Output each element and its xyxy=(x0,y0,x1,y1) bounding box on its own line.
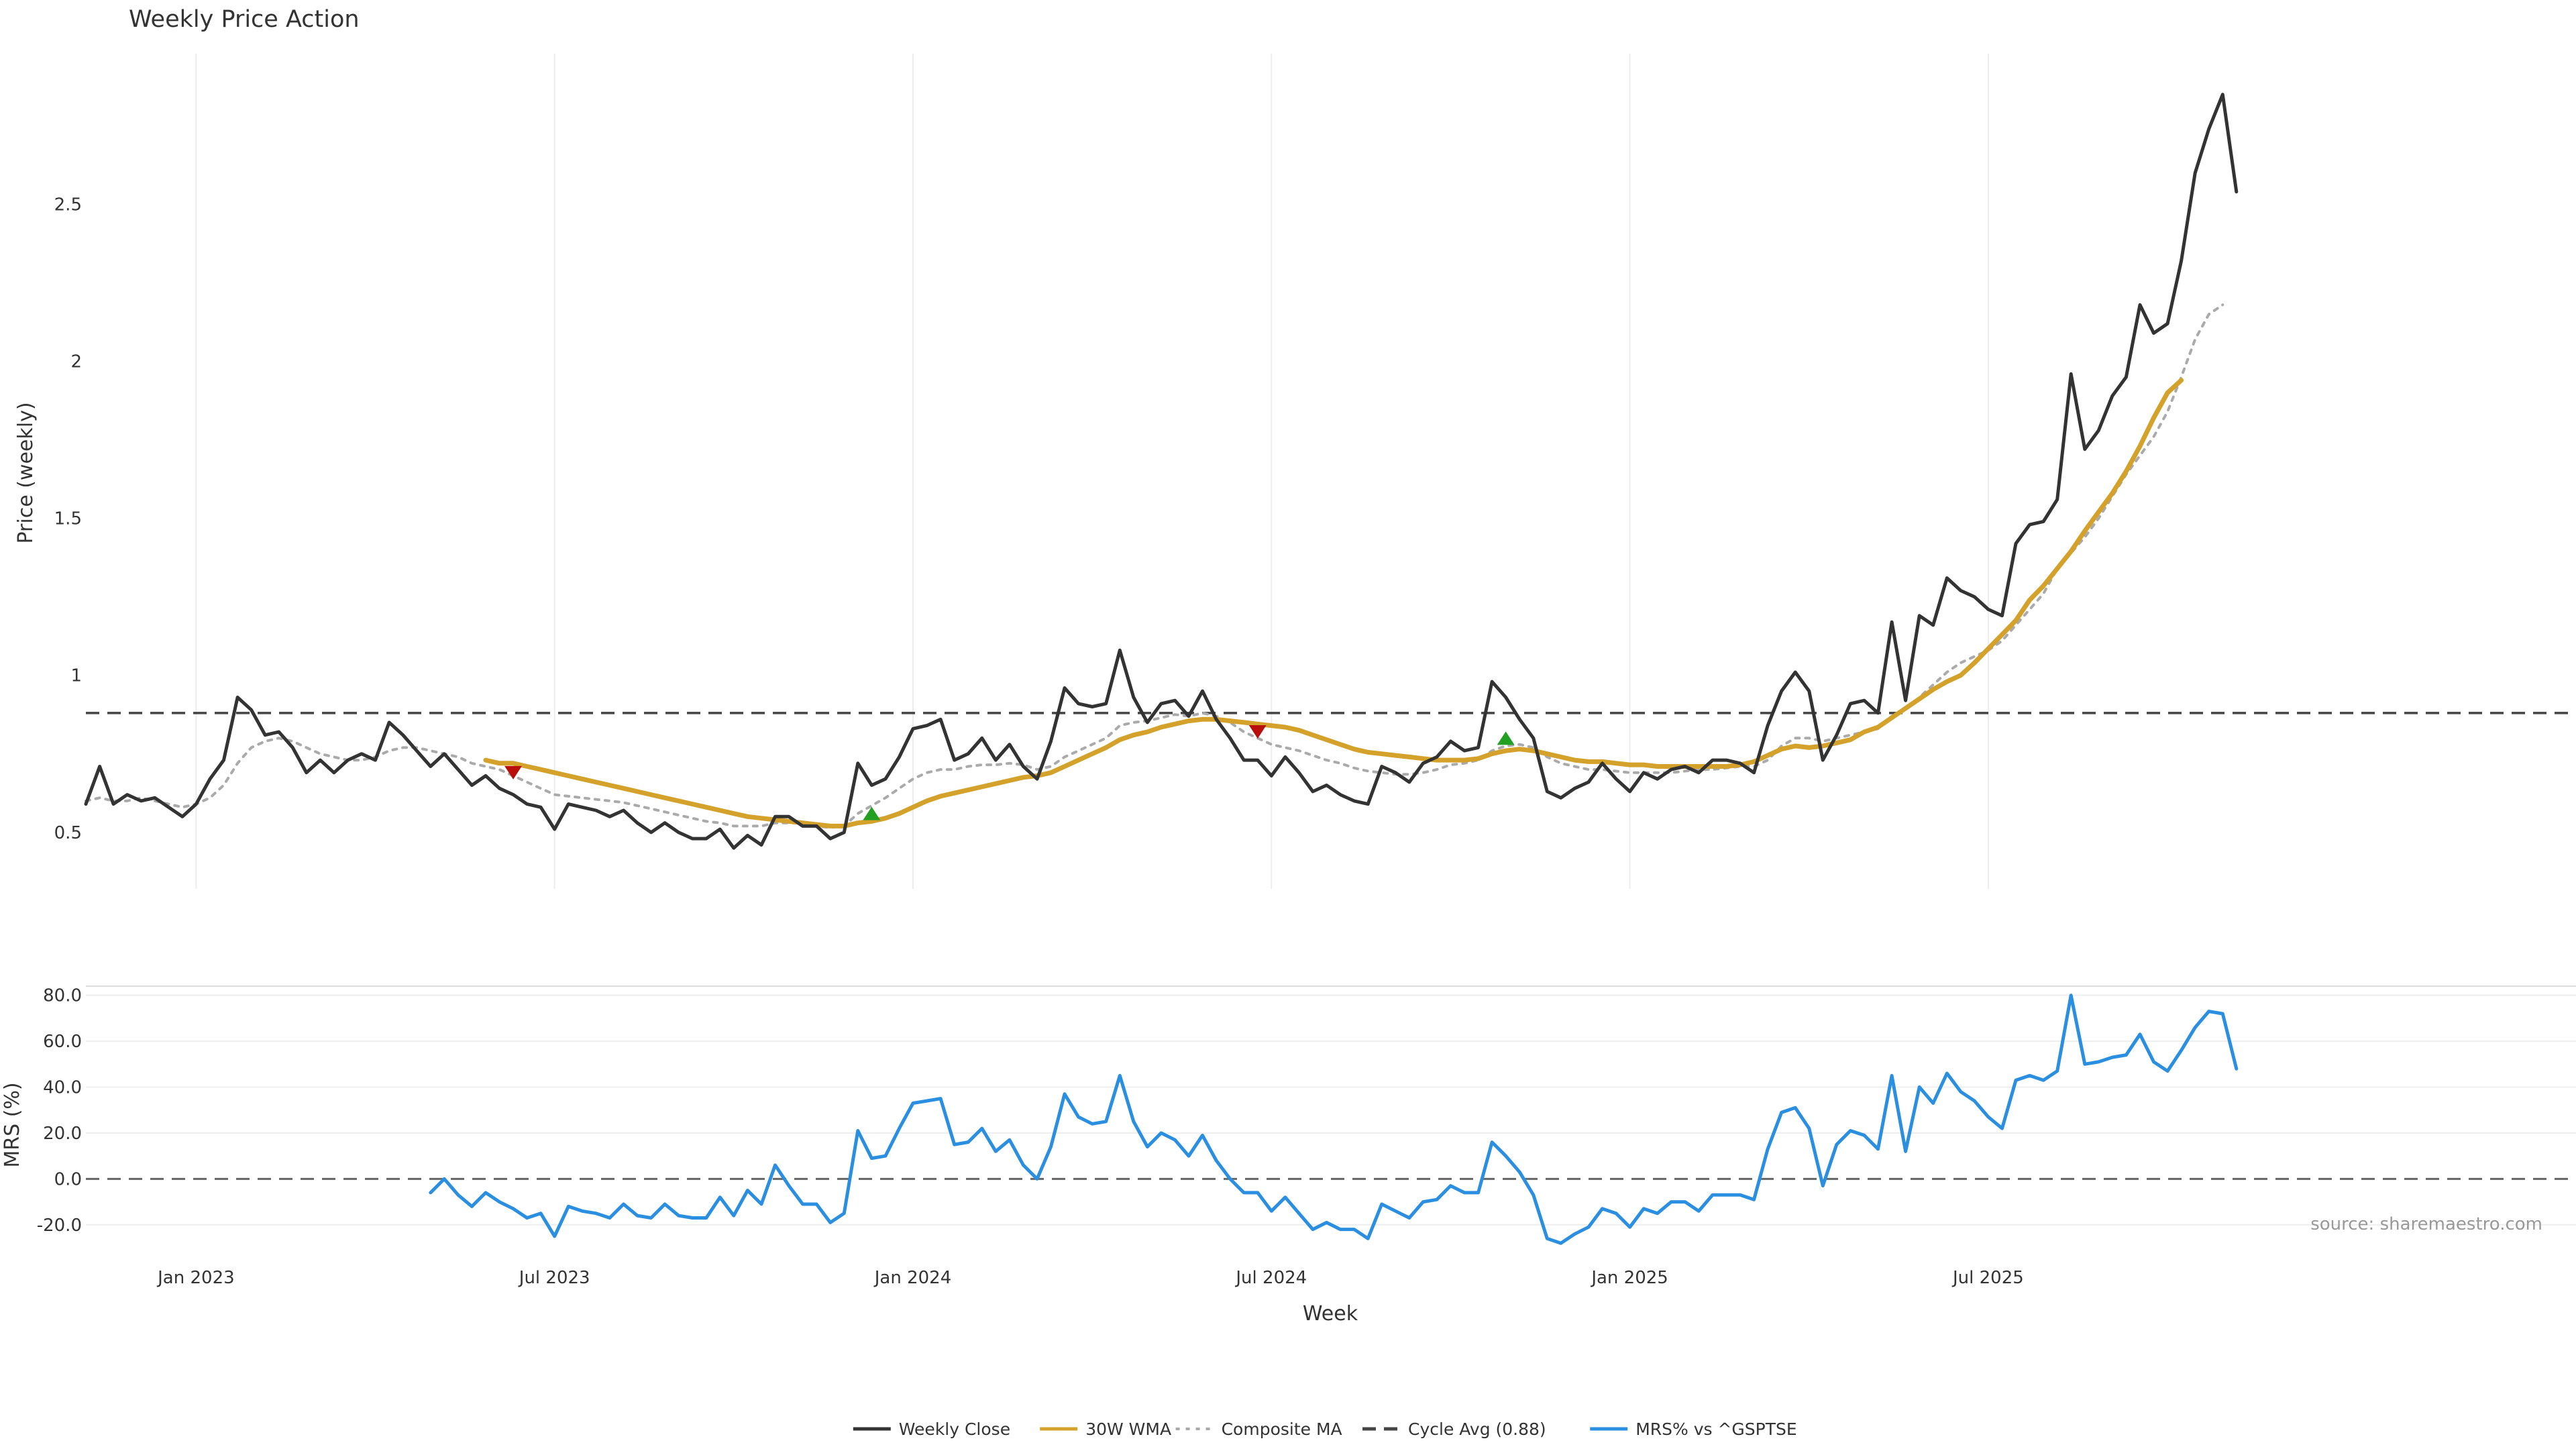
mrs-y-tick-label: 80.0 xyxy=(43,986,82,1006)
legend-item: MRS% vs ^GSPTSE xyxy=(1590,1419,1797,1439)
price-y-axis-label: Price (weekly) xyxy=(14,402,38,543)
x-tick-label: Jul 2025 xyxy=(1951,1268,2024,1288)
chart-title: Weekly Price Action xyxy=(129,6,360,33)
price-y-tick-label: 1.5 xyxy=(54,509,82,529)
buy-signal-marker xyxy=(863,806,881,820)
price-y-tick-label: 2 xyxy=(70,352,82,372)
legend-item: Weekly Close xyxy=(853,1419,1010,1439)
legend-item: Composite MA xyxy=(1175,1419,1342,1439)
source-note: source: sharemaestro.com xyxy=(2310,1214,2542,1234)
mrs-y-axis-label: MRS (%) xyxy=(1,1082,24,1167)
x-axis-label: Week xyxy=(1303,1302,1358,1326)
legend-label: Composite MA xyxy=(1222,1419,1342,1439)
x-tick-label: Jan 2024 xyxy=(873,1268,952,1288)
price-y-tick-label: 1 xyxy=(70,666,82,686)
buy-signal-marker xyxy=(1497,731,1515,745)
x-axis-ticks: Jan 2023 Jul 2023 Jan 2024 Jul 2024 Jan 2025… xyxy=(156,1268,2024,1288)
legend-label: Cycle Avg (0.88) xyxy=(1408,1419,1546,1439)
mrs-y-axis: -20.0 0.0 20.0 40.0 60.0 80.0 xyxy=(37,986,82,1236)
weekly-close-line xyxy=(84,93,2239,850)
mrs-y-tick-label: 40.0 xyxy=(43,1078,82,1098)
price-series xyxy=(84,93,2239,850)
x-tick-label: Jul 2023 xyxy=(518,1268,590,1288)
price-y-axis: 0.5 1 1.5 2 2.5 xyxy=(54,195,82,843)
30w-wma-line xyxy=(483,378,2184,828)
sell-signal-marker xyxy=(1248,724,1267,739)
x-tick-label: Jan 2023 xyxy=(156,1268,235,1288)
price-y-tick-label: 0.5 xyxy=(54,823,82,843)
mrs-y-tick-label: 0.0 xyxy=(54,1169,82,1189)
x-tick-label: Jan 2025 xyxy=(1590,1268,1668,1288)
price-panel-grid xyxy=(195,54,1989,889)
mrs-y-tick-label: -20.0 xyxy=(37,1216,82,1236)
x-tick-label: Jul 2024 xyxy=(1234,1268,1307,1288)
legend: Weekly Close 30W WMA Composite MA Cycle Avg… xyxy=(853,1419,1797,1439)
price-y-tick-label: 2.5 xyxy=(54,195,82,215)
legend-label: 30W WMA xyxy=(1085,1419,1171,1439)
mrs-vs-gsptse-line xyxy=(429,994,2239,1245)
legend-item: 30W WMA xyxy=(1040,1419,1171,1439)
sell-signal-marker xyxy=(504,765,523,780)
legend-item: Cycle Avg (0.88) xyxy=(1362,1419,1546,1439)
legend-label: MRS% vs ^GSPTSE xyxy=(1635,1419,1796,1439)
legend-label: Weekly Close xyxy=(899,1419,1010,1439)
mrs-series xyxy=(429,994,2239,1245)
mrs-y-tick-label: 60.0 xyxy=(43,1032,82,1052)
signal-markers xyxy=(504,724,1515,820)
mrs-panel-grid xyxy=(86,985,2576,1226)
composite-ma-line xyxy=(85,303,2224,829)
mrs-y-tick-label: 20.0 xyxy=(43,1124,82,1144)
